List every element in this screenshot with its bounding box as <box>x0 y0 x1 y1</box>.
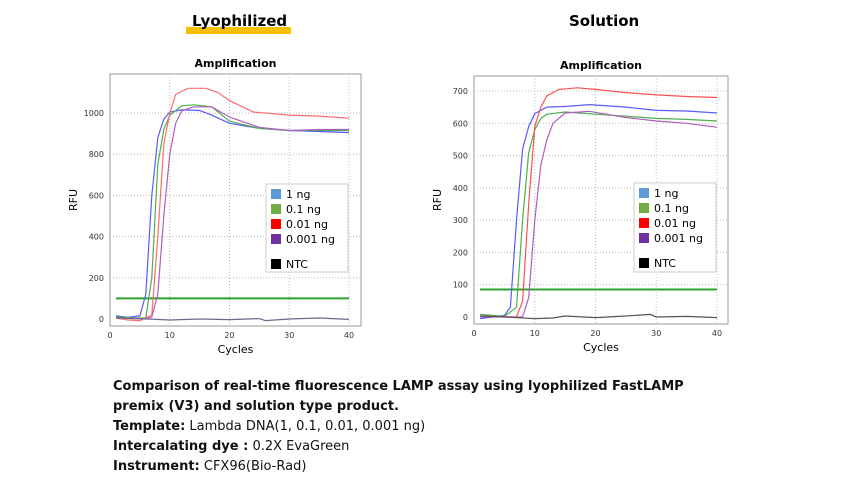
legend: 1 ng 0.1 ng 0.01 ng 0.001 ng NTC <box>633 182 717 273</box>
x-tick-label: 20 <box>224 331 234 340</box>
chart-title: Amplification <box>560 59 642 72</box>
legend-swatch <box>639 233 649 243</box>
y-tick-label: 200 <box>453 248 468 257</box>
instrument-value: CFX96(Bio-Rad) <box>199 459 307 474</box>
series-line-1-ng <box>480 103 718 320</box>
x-axis-label: Cycles <box>583 341 619 354</box>
template-value: Lambda DNA(1, 0.1, 0.01, 0.001 ng) <box>185 419 426 434</box>
legend-label: 0.1 ng <box>654 202 689 215</box>
legend-label: 1 ng <box>654 187 678 200</box>
y-tick-label: 300 <box>453 216 468 225</box>
y-tick-label: 400 <box>89 233 104 242</box>
legend-swatch <box>639 203 649 213</box>
y-axis-label: RFU <box>67 189 80 211</box>
y-tick-label: 500 <box>453 152 468 161</box>
series-line-0-01-ng <box>115 87 350 322</box>
instrument-label: Instrument: <box>113 459 200 474</box>
legend-swatch <box>271 234 281 244</box>
legend-label: 0.1 ng <box>286 203 321 216</box>
x-tick-label: 40 <box>344 331 354 340</box>
legend-swatch <box>639 188 649 198</box>
x-tick-label: 0 <box>107 331 112 340</box>
y-tick-label: 400 <box>453 184 468 193</box>
x-tick-label: 10 <box>530 329 540 338</box>
template-label: Template: <box>113 419 186 434</box>
x-tick-label: 0 <box>471 329 476 338</box>
y-tick-label: 100 <box>453 281 468 290</box>
legend-swatch <box>271 204 281 214</box>
series-line-0-01-ng <box>480 87 718 318</box>
y-tick-label: 700 <box>453 87 468 96</box>
caption: Comparison of real-time fluorescence LAM… <box>113 377 713 477</box>
legend-swatch <box>639 258 649 268</box>
chart-title: Amplification <box>195 57 277 70</box>
series-line-NTC <box>115 317 350 322</box>
x-tick-label: 30 <box>284 331 294 340</box>
x-tick-label: 10 <box>165 331 175 340</box>
y-tick-label: 600 <box>453 119 468 128</box>
legend-label: 0.01 ng <box>654 217 696 230</box>
x-tick-label: 20 <box>590 329 600 338</box>
y-tick-label: 600 <box>89 191 104 200</box>
legend-label: 0.001 ng <box>286 233 335 246</box>
legend-swatch <box>271 219 281 229</box>
legend-label: 1 ng <box>286 188 310 201</box>
legend-label: NTC <box>286 258 308 271</box>
legend-label: 0.001 ng <box>654 232 703 245</box>
y-tick-label: 0 <box>463 313 468 322</box>
legend: 1 ng 0.1 ng 0.01 ng 0.001 ng NTC <box>265 183 349 273</box>
series-line-NTC <box>480 313 718 320</box>
y-tick-label: 1000 <box>84 109 104 118</box>
legend-swatch <box>271 259 281 269</box>
series-line-0-001-ng <box>115 106 349 320</box>
series-line-0-1-ng <box>480 111 718 318</box>
y-tick-label: 200 <box>89 274 104 283</box>
y-tick-label: 800 <box>89 150 104 159</box>
x-axis-label: Cycles <box>218 343 254 356</box>
legend-label: 0.01 ng <box>286 218 328 231</box>
heading-solution: Solution <box>569 12 640 30</box>
legend-label: NTC <box>654 257 676 270</box>
caption-title: Comparison of real-time fluorescence LAM… <box>113 379 684 414</box>
legend-swatch <box>639 218 649 228</box>
y-axis-label: RFU <box>431 189 444 211</box>
dye-label: Intercalating dye : <box>113 439 249 454</box>
legend-swatch <box>271 189 281 199</box>
x-tick-label: 40 <box>712 329 722 338</box>
x-tick-label: 30 <box>651 329 661 338</box>
series-line-0-001-ng <box>480 110 718 318</box>
y-tick-label: 0 <box>99 315 104 324</box>
dye-value: 0.2X EvaGreen <box>248 439 350 454</box>
